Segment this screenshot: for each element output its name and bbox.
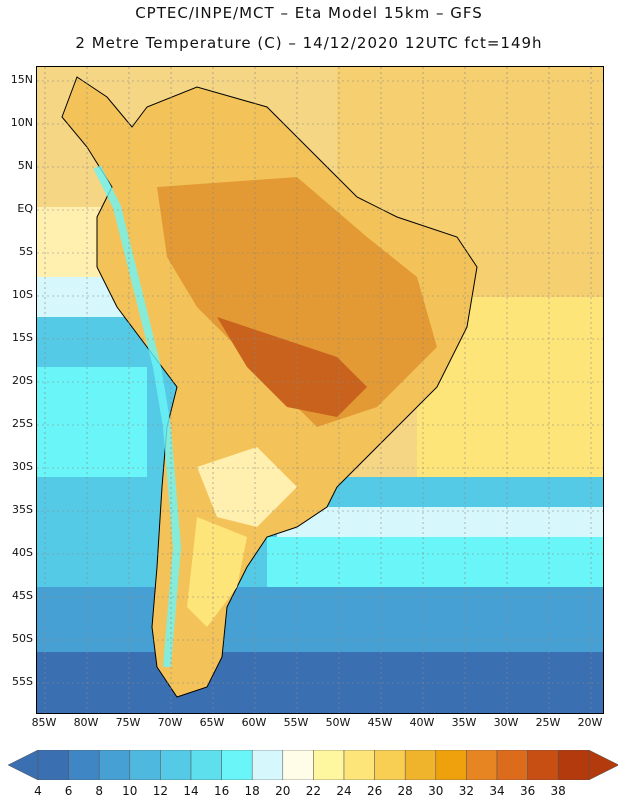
colorbar-tick-label: 32 bbox=[458, 784, 475, 798]
latitude-label: 35S bbox=[12, 503, 33, 516]
colorbar-segment bbox=[313, 750, 345, 780]
colorbar-tick-label: 22 bbox=[305, 784, 322, 798]
longitude-label: 20W bbox=[577, 716, 603, 729]
colorbar-segment bbox=[129, 750, 161, 780]
longitude-label: 60W bbox=[241, 716, 267, 729]
pampas-mild bbox=[197, 447, 297, 527]
colorbar-segment bbox=[404, 750, 437, 780]
colorbar-left-arrow bbox=[7, 750, 39, 780]
ocean-pacific-cyan bbox=[37, 367, 147, 487]
title-line-2: 2 Metre Temperature (C) – 14/12/2020 12U… bbox=[75, 34, 543, 52]
colorbar-tick-label: 14 bbox=[183, 784, 199, 798]
colorbar bbox=[7, 750, 618, 780]
latitude-label: EQ bbox=[17, 202, 33, 215]
hottest-region bbox=[217, 317, 367, 417]
colorbar-tick-label: 36 bbox=[519, 784, 536, 798]
colorbar-tick-label: 34 bbox=[489, 784, 505, 798]
temperature-map bbox=[37, 67, 603, 713]
latitude-label: 10N bbox=[10, 116, 33, 129]
colorbar-segment bbox=[282, 750, 314, 780]
colorbar-tick-label: 30 bbox=[428, 784, 444, 798]
colorbar-segment bbox=[374, 750, 406, 780]
latitude-label: 40S bbox=[12, 546, 33, 559]
colorbar-tick-label: 20 bbox=[275, 784, 291, 798]
longitude-label: 70W bbox=[157, 716, 183, 729]
longitude-label: 80W bbox=[73, 716, 99, 729]
colorbar-tick-label: 12 bbox=[152, 784, 169, 798]
colorbar-segment bbox=[251, 750, 284, 780]
latitude-label: 25S bbox=[12, 417, 33, 430]
andes-cool-band bbox=[93, 165, 182, 668]
colorbar-tick-label: 26 bbox=[366, 784, 383, 798]
ocean-south-band bbox=[277, 507, 603, 537]
longitude-label: 45W bbox=[367, 716, 393, 729]
colorbar-segment bbox=[98, 750, 131, 780]
colorbar-tick-label: 4 bbox=[34, 784, 42, 798]
latitude-label: 5S bbox=[19, 245, 33, 258]
colorbar-tick-label: 6 bbox=[64, 784, 73, 798]
longitude-label: 55W bbox=[283, 716, 309, 729]
colorbar-segment bbox=[527, 750, 559, 780]
longitude-label: 50W bbox=[325, 716, 351, 729]
colorbar-segment bbox=[37, 750, 69, 780]
colorbar-tick-label: 18 bbox=[244, 784, 260, 798]
title-line-1: CPTEC/INPE/MCT – Eta Model 15km – GFS bbox=[135, 4, 483, 22]
colorbar-tick-label: 8 bbox=[95, 784, 103, 798]
latitude-label: 5N bbox=[17, 159, 33, 172]
latitude-label: 55S bbox=[12, 675, 33, 688]
colorbar-tick-label: 10 bbox=[122, 784, 138, 798]
patagonia-mild bbox=[187, 517, 247, 627]
colorbar-tick-label: 16 bbox=[213, 784, 230, 798]
colorbar-segment bbox=[557, 750, 590, 780]
latitude-label: 20S bbox=[12, 374, 33, 387]
colorbar-segment bbox=[160, 750, 192, 780]
map-frame bbox=[36, 66, 604, 714]
longitude-label: 40W bbox=[409, 716, 435, 729]
latitude-label: 45S bbox=[12, 589, 33, 602]
graticule bbox=[37, 67, 603, 713]
longitude-label: 35W bbox=[451, 716, 477, 729]
colorbar-segment bbox=[221, 750, 253, 780]
latitude-label: 10S bbox=[12, 288, 33, 301]
longitude-label: 65W bbox=[199, 716, 225, 729]
colorbar-tick-label: 24 bbox=[336, 784, 352, 798]
colorbar-right-arrow bbox=[588, 750, 618, 780]
latitude-label: 15N bbox=[10, 73, 33, 86]
latitude-label: 30S bbox=[12, 460, 33, 473]
colorbar-tick-label: 38 bbox=[550, 784, 566, 798]
colorbar-segment bbox=[343, 750, 375, 780]
colorbar-segment bbox=[190, 750, 222, 780]
colorbar-segment bbox=[68, 750, 100, 780]
latitude-label: 50S bbox=[12, 632, 33, 645]
longitude-label: 85W bbox=[31, 716, 57, 729]
colorbar-segment bbox=[435, 750, 467, 780]
longitude-label: 30W bbox=[493, 716, 519, 729]
ocean-polar bbox=[37, 652, 603, 713]
colorbar-segment bbox=[466, 750, 498, 780]
colorbar-segment bbox=[496, 750, 528, 780]
longitude-label: 75W bbox=[115, 716, 141, 729]
longitude-label: 25W bbox=[535, 716, 561, 729]
colorbar-tick-label: 28 bbox=[397, 784, 413, 798]
latitude-label: 15S bbox=[12, 331, 33, 344]
